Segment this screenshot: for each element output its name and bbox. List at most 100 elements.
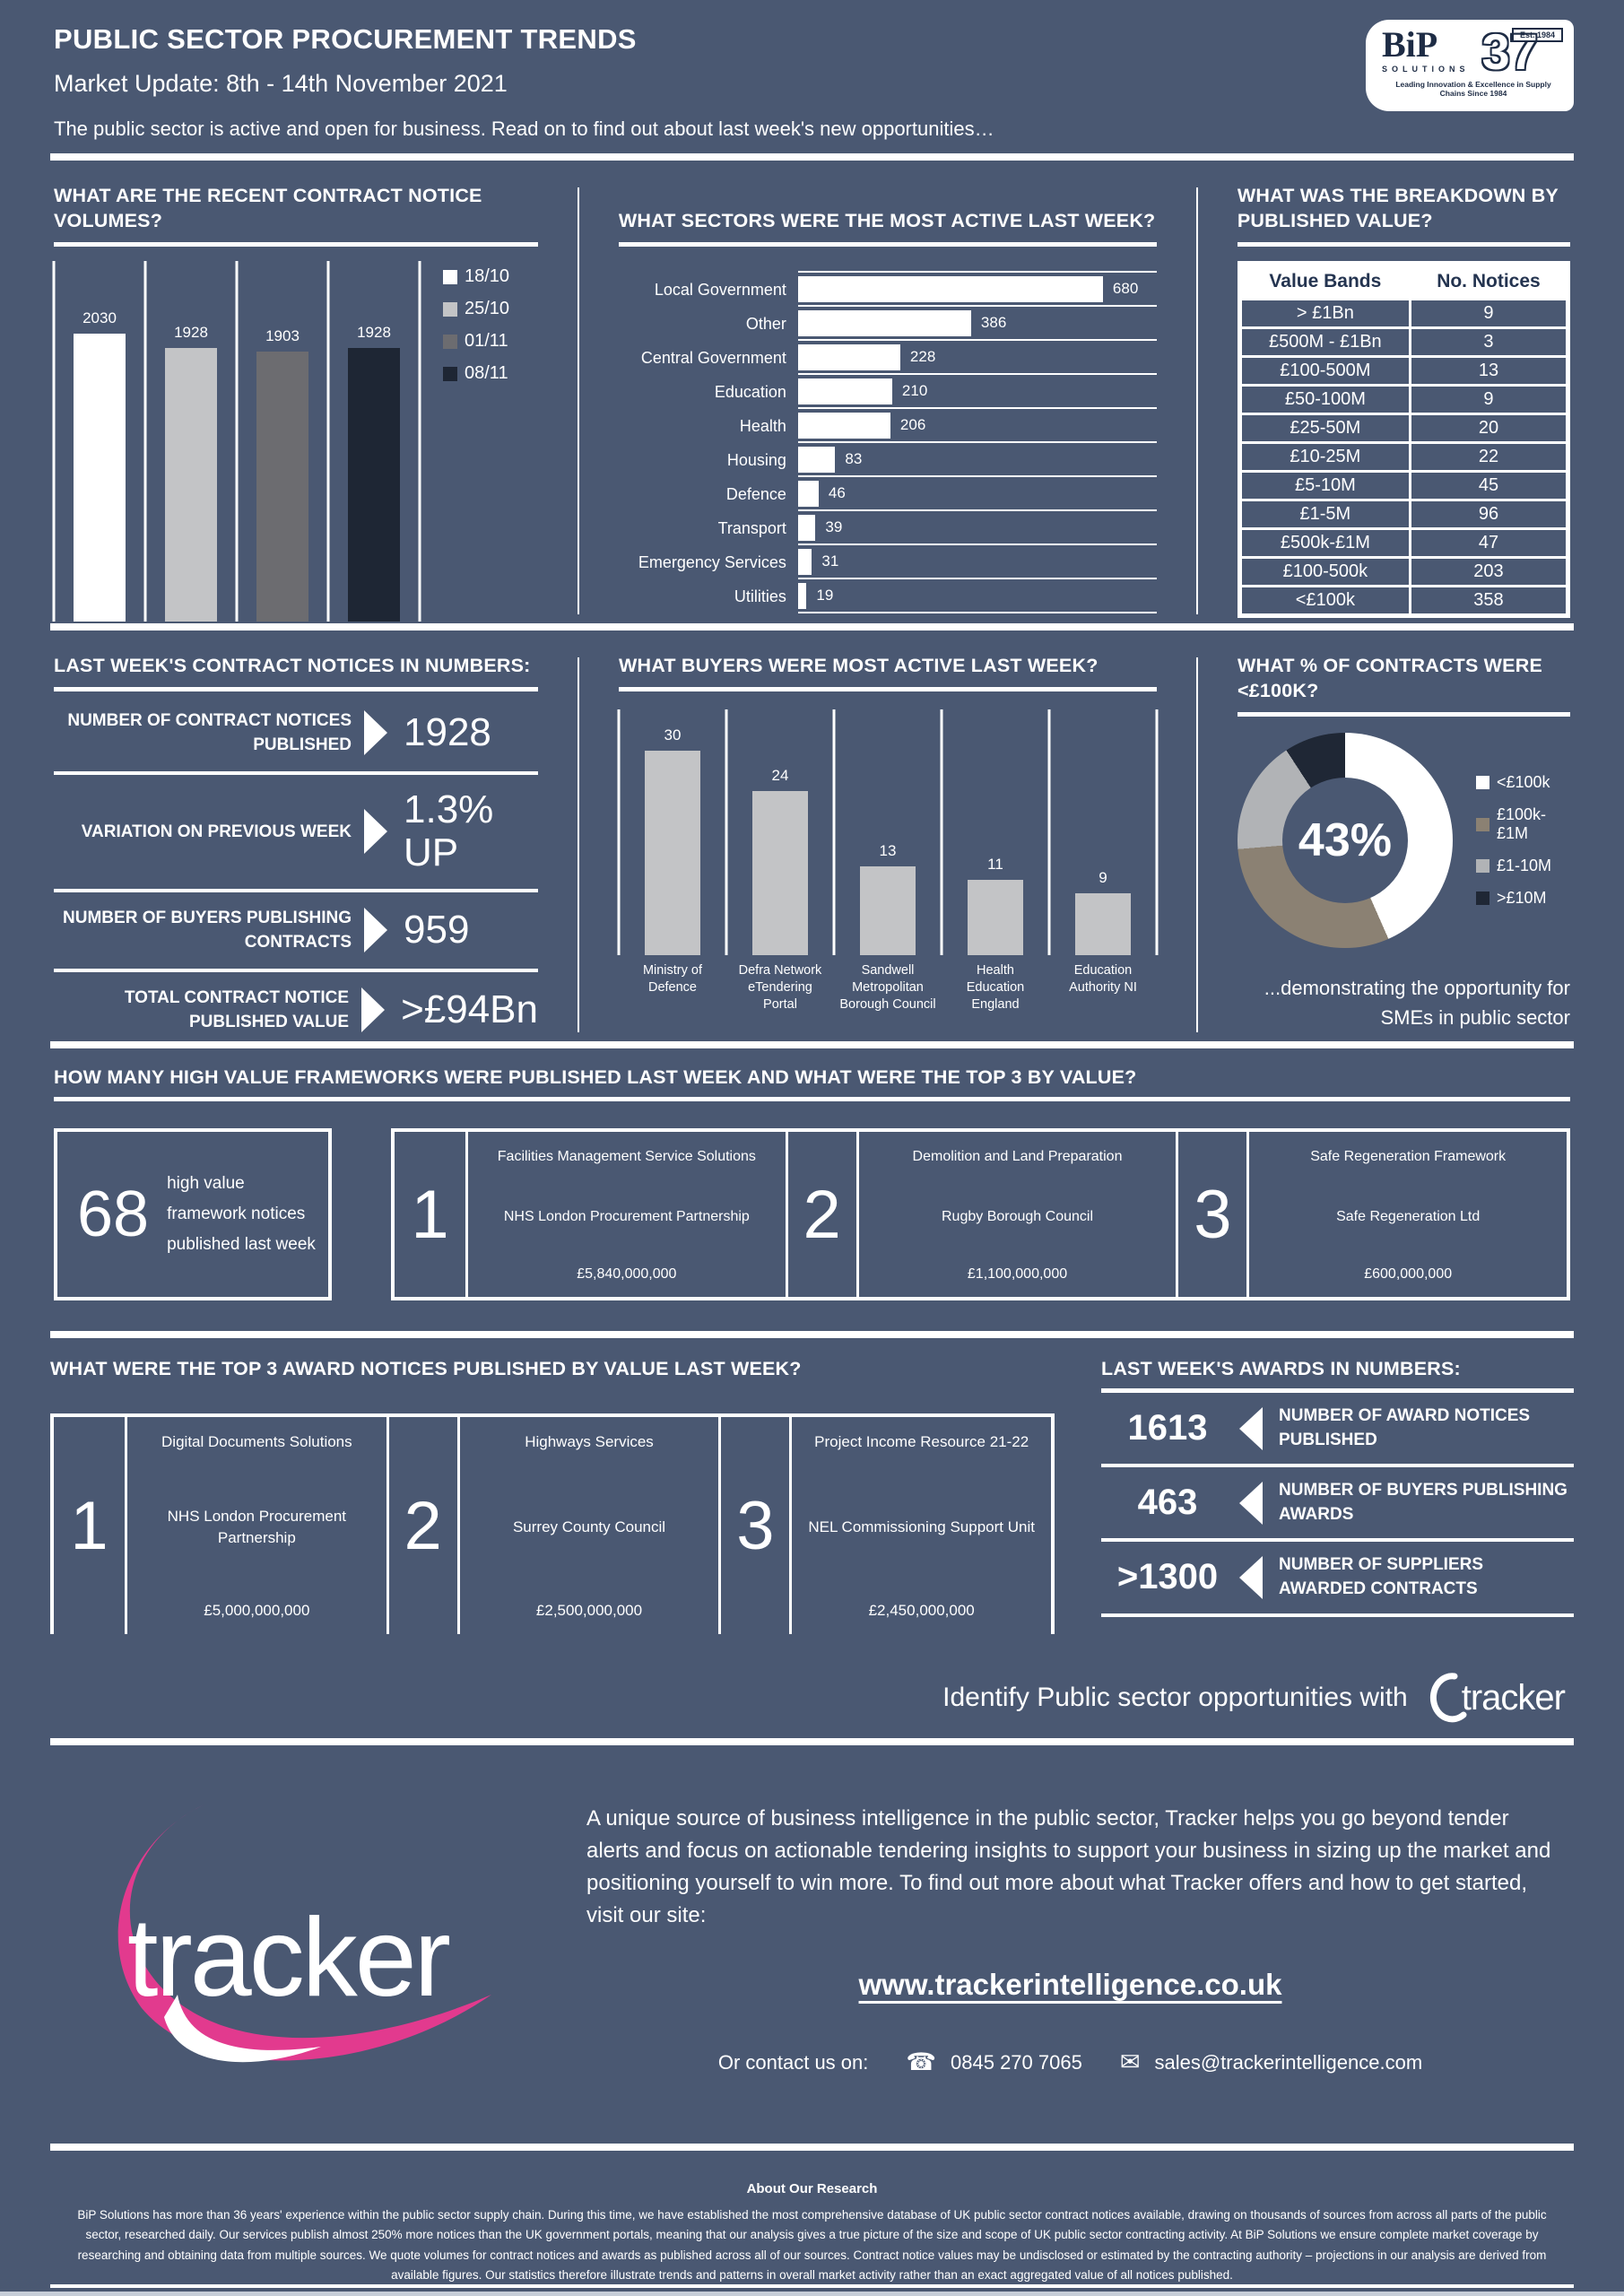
sector-bar <box>797 582 807 609</box>
bottom-strip <box>0 2292 1624 2296</box>
tracker-logo-small: tracker <box>1422 1672 1566 1724</box>
bar-slots: 2030 1928 1903 1928 <box>54 261 420 622</box>
page-header: PUBLIC SECTOR PROCUREMENT TRENDS Market … <box>0 0 1624 111</box>
sector-bar-area: 210 <box>797 375 1157 409</box>
heading-rule <box>1101 1388 1574 1393</box>
donut-center-label: 43% <box>1281 778 1408 903</box>
legend-label: 08/11 <box>465 363 508 383</box>
sector-bar <box>797 548 812 575</box>
value-band-cell: £100-500k <box>1238 556 1411 587</box>
framework-buyer: Safe Regeneration Ltd <box>1336 1209 1481 1224</box>
volume-bar <box>256 351 308 622</box>
bip-solutions-text: SOLUTIONS <box>1382 65 1470 74</box>
column-divider <box>1195 657 1198 1032</box>
notice-count-cell: 3 <box>1408 326 1570 358</box>
stat-label: TOTAL CONTRACT NOTICE PUBLISHED VALUE <box>124 987 350 1032</box>
sector-bar-area: 680 <box>797 273 1157 307</box>
table-row: £10-25M 22 <box>1238 441 1570 473</box>
footer-heading: About Our Research <box>746 2181 878 2196</box>
legend-item: 01/11 <box>443 331 538 352</box>
legend-swatch <box>443 366 457 381</box>
section-heading-donut: WHAT % OF CONTRACTS WERE <£100K? <box>1237 655 1542 702</box>
donut-caption: ...demonstrating the opportunity for SME… <box>1264 977 1570 1029</box>
award-stat-value: 1613 <box>1127 1408 1208 1448</box>
sector-row: Emergency Services 31 <box>619 545 1157 579</box>
section-donut: WHAT % OF CONTRACTS WERE <£100K? 43% <£1… <box>1237 654 1570 1041</box>
legend-label: £100k-£1M <box>1496 805 1547 842</box>
table-row: £50-100M 9 <box>1238 384 1570 415</box>
award-stat-value: 463 <box>1137 1483 1198 1523</box>
divider-rule <box>50 623 1574 631</box>
table-row: £25-50M 20 <box>1238 413 1570 444</box>
gridline <box>1047 709 1051 955</box>
section-frameworks: HOW MANY HIGH VALUE FRAMEWORKS WERE PUBL… <box>0 1048 1624 1300</box>
sector-value-label: 19 <box>816 587 834 604</box>
section-heading-volumes: WHAT ARE THE RECENT CONTRACT NOTICE VOLU… <box>54 185 482 232</box>
sector-row: Utilities 19 <box>619 579 1157 613</box>
notice-count-cell: 45 <box>1408 470 1570 501</box>
column-divider <box>1195 187 1198 614</box>
bip-est-badge: Est. 1984 <box>1511 28 1563 42</box>
gridline <box>940 709 943 955</box>
framework-count-box: 68 high value framework notices publishe… <box>54 1128 332 1300</box>
sector-row: Other 386 <box>619 307 1157 341</box>
table-row: £5-10M 45 <box>1238 470 1570 501</box>
frameworks-top3: 1 Facilities Management Service Solutions… <box>391 1128 1570 1300</box>
sector-row: Education 210 <box>619 375 1157 409</box>
tracker-description: A unique source of business intelligence… <box>586 1806 1551 1927</box>
sector-label: Emergency Services <box>638 552 786 571</box>
column-header: No. Notices <box>1408 262 1570 300</box>
awards-row: WHAT WERE THE TOP 3 AWARD NOTICES PUBLIS… <box>0 1338 1624 1634</box>
legend-swatch <box>443 301 457 317</box>
awards-numbers-heading: LAST WEEK'S AWARDS IN NUMBERS: <box>1101 1358 1461 1379</box>
bar-slot: 30 <box>619 709 726 955</box>
divider-rule <box>50 1331 1574 1338</box>
bar-value-label: 2030 <box>83 309 117 326</box>
bottom-line <box>50 2284 1574 2288</box>
value-band-cell: £100-500M <box>1238 355 1411 387</box>
bar-slot: 9 <box>1049 709 1157 955</box>
sector-bar <box>797 275 1103 302</box>
bar-value-label: 1928 <box>174 323 208 341</box>
award-entry: Digital Documents Solutions NHS London Pr… <box>127 1417 386 1634</box>
frameworks-heading: HOW MANY HIGH VALUE FRAMEWORKS WERE PUBL… <box>54 1066 1137 1088</box>
value-band-cell: £25-50M <box>1238 413 1411 444</box>
table-row: > £1Bn 9 <box>1238 298 1570 329</box>
sector-bar <box>797 309 971 336</box>
legend-item: 08/11 <box>443 363 538 384</box>
sectors-bar-chart: Local Government 680 Other 386 Central Gover… <box>619 259 1157 613</box>
sector-bar-area: 206 <box>797 409 1157 443</box>
tracker-section: tracker A unique source of business inte… <box>0 1745 1624 2102</box>
footer-text: BiP Solutions has more than 36 years' ex… <box>77 2208 1547 2282</box>
sector-bar <box>797 446 836 473</box>
award-value: £2,500,000,000 <box>535 1602 643 1619</box>
framework-title: Facilities Management Service Solutions <box>497 1149 756 1164</box>
buyer-category-label: Sandwell Metropolitan Borough Council <box>839 962 936 1012</box>
framework-rank-number: 3 <box>1176 1132 1250 1297</box>
phone-icon: ☎ <box>906 2048 937 2075</box>
framework-value: £5,840,000,000 <box>577 1266 677 1282</box>
heading-rule <box>54 1097 1570 1101</box>
bar-value-label: 1928 <box>357 323 391 341</box>
award-stat-row: 1613 NUMBER OF AWARD NOTICES PUBLISHED <box>1101 1393 1574 1468</box>
legend-swatch <box>1475 776 1489 789</box>
framework-entry: Safe Regeneration Framework Safe Regenera… <box>1249 1132 1567 1297</box>
contact-row: Or contact us on: ☎ 0845 270 7065 ✉ sale… <box>586 2048 1554 2076</box>
sector-value-label: 210 <box>901 382 928 399</box>
framework-count-label: high value framework notices published l… <box>167 1173 316 1255</box>
sector-label: Health <box>739 416 786 435</box>
award-entry: Project Income Resource 21-22 NEL Commiss… <box>792 1417 1051 1634</box>
award-stat-label: NUMBER OF BUYERS PUBLISHING AWARDS <box>1279 1481 1568 1524</box>
legend-item: £1-10M <box>1475 857 1570 875</box>
award-title: Digital Documents Solutions <box>161 1433 352 1450</box>
award-rank-number: 2 <box>386 1417 460 1634</box>
section-awards-numbers: LAST WEEK'S AWARDS IN NUMBERS: 1613 NUMBE… <box>1101 1358 1574 1634</box>
sector-row: Health 206 <box>619 409 1157 443</box>
website-link[interactable]: www.trackerintelligence.co.uk <box>858 1968 1282 2001</box>
award-buyer: NEL Commissioning Support Unit <box>808 1518 1035 1535</box>
bar-value-label: 9 <box>1099 869 1107 887</box>
legend-label: 01/11 <box>465 331 508 351</box>
award-title: Project Income Resource 21-22 <box>814 1433 1029 1450</box>
column-divider <box>578 187 579 614</box>
buyers-bar-chart: 30 24 13 11 9 <box>617 709 1159 955</box>
